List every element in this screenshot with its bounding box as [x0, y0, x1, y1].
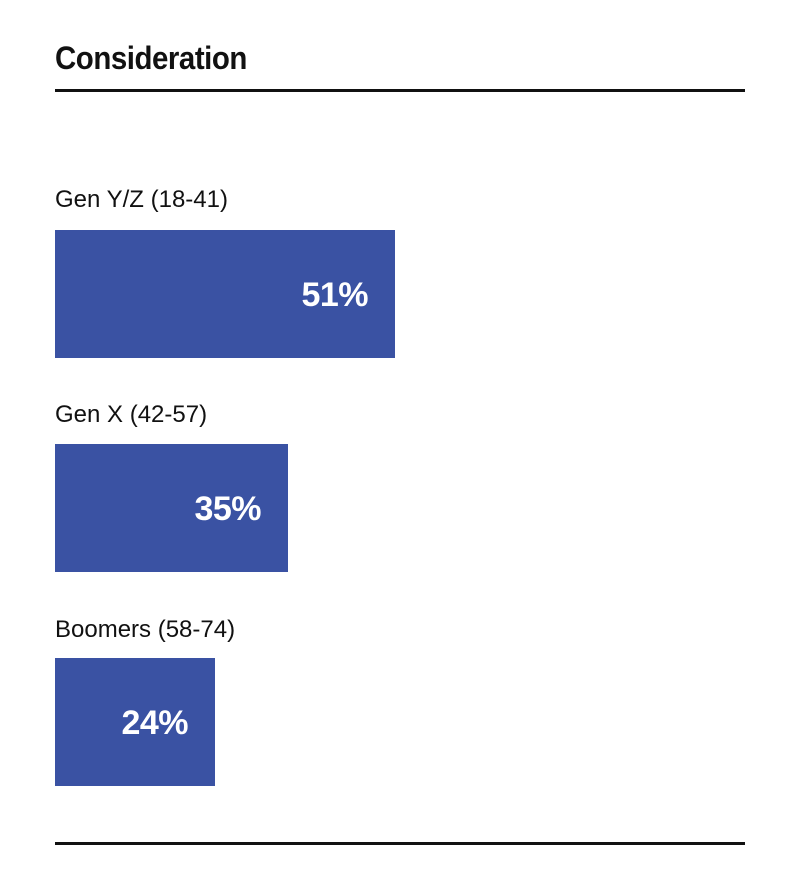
category-label-gen-yz: Gen Y/Z (18-41) — [55, 186, 228, 213]
bar-gen-yz — [55, 230, 395, 358]
bar-value-gen-x: 35% — [194, 490, 261, 528]
bar-gen-x — [55, 444, 288, 572]
top-divider — [55, 89, 745, 92]
bar-value-boomers: 24% — [121, 704, 188, 742]
chart-title: Consideration — [55, 40, 247, 76]
bar-value-gen-yz: 51% — [301, 276, 368, 314]
bar-boomers — [55, 658, 215, 786]
bottom-divider — [55, 842, 745, 845]
category-label-boomers: Boomers (58-74) — [55, 616, 236, 643]
category-label-gen-x: Gen X (42-57) — [55, 401, 208, 428]
